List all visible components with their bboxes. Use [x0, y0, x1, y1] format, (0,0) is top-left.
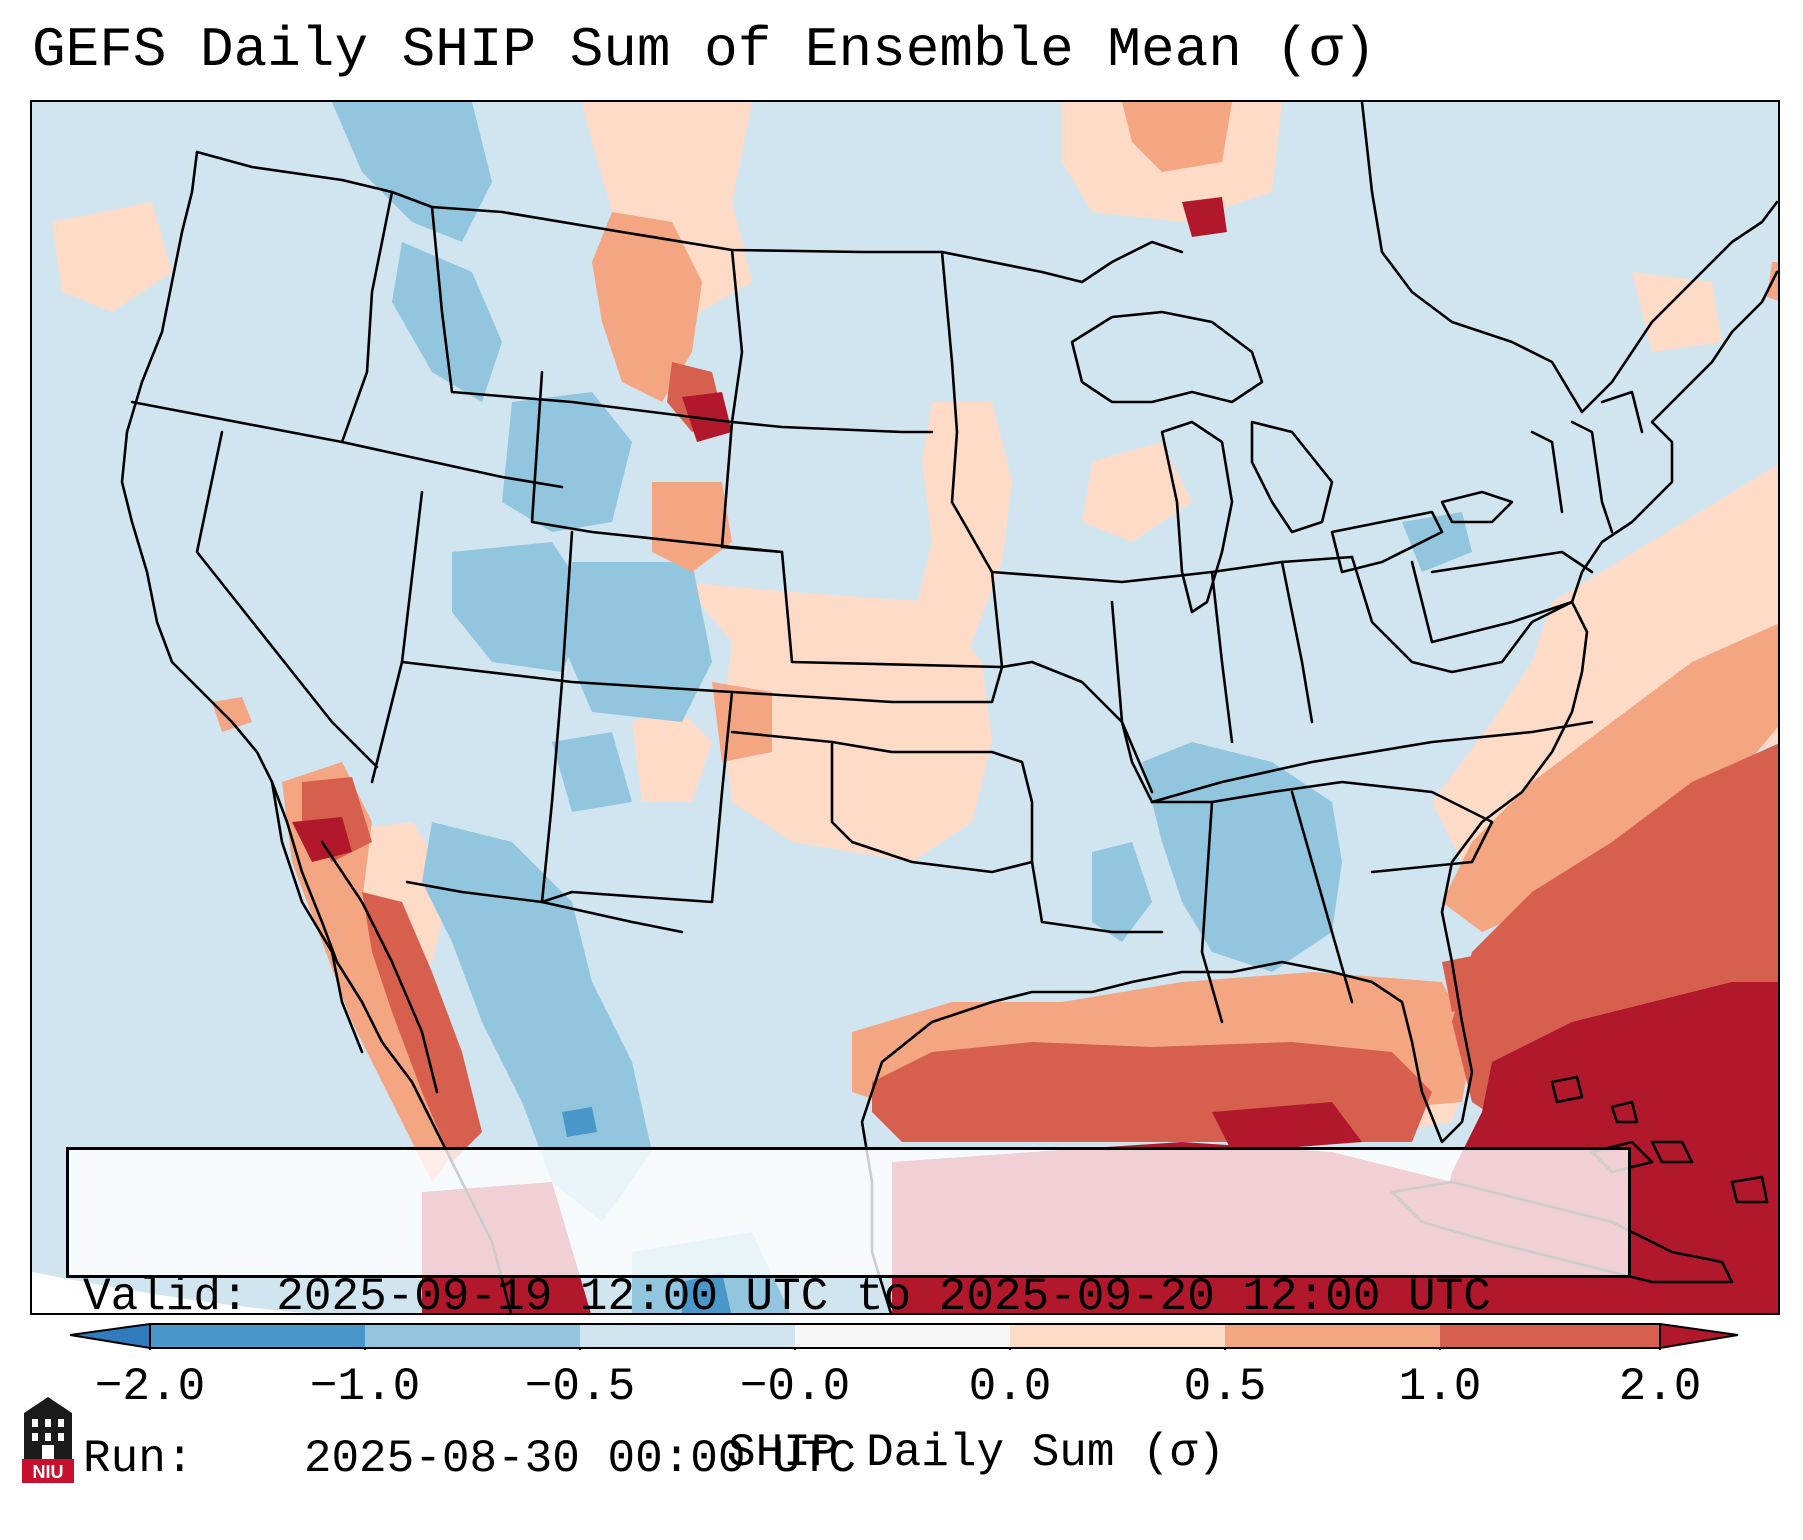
colorbar-tick-label: 2.0: [1618, 1361, 1702, 1413]
colorbar-bin: [1440, 1324, 1660, 1348]
colorbar-extend-max: [1659, 1322, 1739, 1350]
colorbar-outline: [149, 1323, 1661, 1349]
colorbar-tick-label: 1.0: [1398, 1361, 1482, 1413]
boundaries: [120, 102, 1778, 1313]
colorbar-bin: [365, 1324, 580, 1348]
colorbar-bin: [580, 1324, 795, 1348]
valid-value: 2025-09-19 12:00 UTC to 2025-09-20 12:00…: [276, 1271, 1491, 1323]
colorbar-bin: [1225, 1324, 1440, 1348]
colorbar-tick-label: −0.0: [739, 1361, 851, 1413]
run-line: Run: 2025-08-30 00:00 UTC: [83, 1432, 1628, 1486]
valid-label: Valid:: [83, 1271, 249, 1323]
colorbar-bin: [150, 1324, 365, 1348]
map-panel: [30, 100, 1780, 1315]
colorbar-tick-label: 0.5: [1183, 1361, 1267, 1413]
colorbar-tick-label: 0.0: [968, 1361, 1052, 1413]
run-info-box: Valid: 2025-09-19 12:00 UTC to 2025-09-2…: [66, 1147, 1631, 1485]
run-label: Run:: [83, 1433, 194, 1485]
negative-anomaly-strong: [562, 1107, 732, 1313]
colorbar-ticks: [149, 1348, 1661, 1350]
logo-text: NIU: [33, 1462, 64, 1482]
colorbar: [70, 1322, 1739, 1350]
colorbar-tick-label: −2.0: [94, 1361, 206, 1413]
colorbar-tick-label: −0.5: [524, 1361, 636, 1413]
colorbar-bin: [795, 1324, 1010, 1348]
valid-line: Valid: 2025-09-19 12:00 UTC to 2025-09-2…: [83, 1270, 1628, 1324]
ship-anomaly-map: [32, 102, 1778, 1313]
map-title: GEFS Daily SHIP Sum of Ensemble Mean (σ): [32, 18, 1377, 82]
niu-building-icon: NIU: [22, 1397, 74, 1483]
colorbar-extend-min: [70, 1322, 151, 1350]
colorbar-bin: [1010, 1324, 1225, 1348]
colorbar-tick-label: −1.0: [309, 1361, 421, 1413]
off-domain-corner: [32, 1272, 307, 1313]
colorbar-label: SHIP Daily Sum (σ): [728, 1427, 1225, 1479]
run-value: 2025-08-30 00:00 UTC: [303, 1433, 856, 1485]
colorbar-label-row: SHIP Daily Sum (σ): [0, 1430, 1803, 1476]
